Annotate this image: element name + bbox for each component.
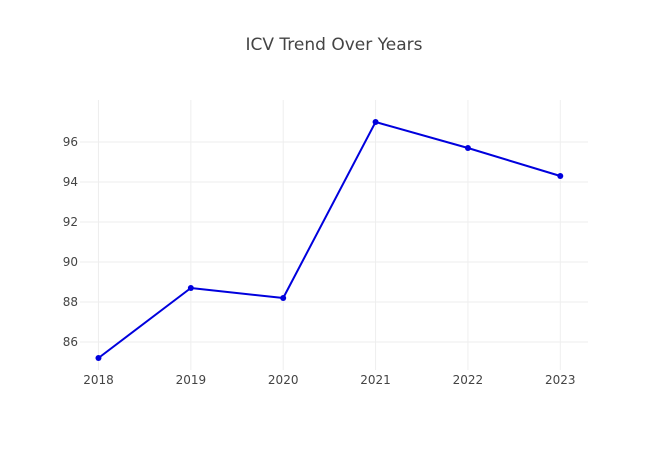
x-tick-label: 2019 [176, 373, 207, 387]
x-tick-label: 2021 [360, 373, 391, 387]
axes: 2018 2019 2020 2021 2022 2023 86 88 90 92 94 96 [63, 135, 576, 387]
data-point[interactable] [557, 173, 564, 179]
data-point[interactable] [464, 145, 471, 151]
y-tick-label: 86 [63, 335, 78, 349]
x-tick-label: 2023 [545, 373, 576, 387]
x-tick-label: 2018 [83, 373, 114, 387]
data-point[interactable] [187, 285, 194, 291]
x-tick-label: 2020 [268, 373, 299, 387]
y-tick-label: 92 [63, 215, 78, 229]
y-tick-label: 88 [63, 295, 78, 309]
x-tick-label: 2022 [453, 373, 484, 387]
y-tick-label: 94 [63, 175, 78, 189]
series [95, 119, 564, 361]
data-point[interactable] [372, 119, 379, 125]
data-point[interactable] [280, 295, 287, 301]
data-point[interactable] [95, 355, 102, 361]
series-line [97, 121, 561, 359]
y-tick-label: 96 [63, 135, 78, 149]
grid [80, 100, 588, 370]
chart-title: ICV Trend Over Years [246, 35, 423, 55]
y-tick-label: 90 [63, 255, 78, 269]
